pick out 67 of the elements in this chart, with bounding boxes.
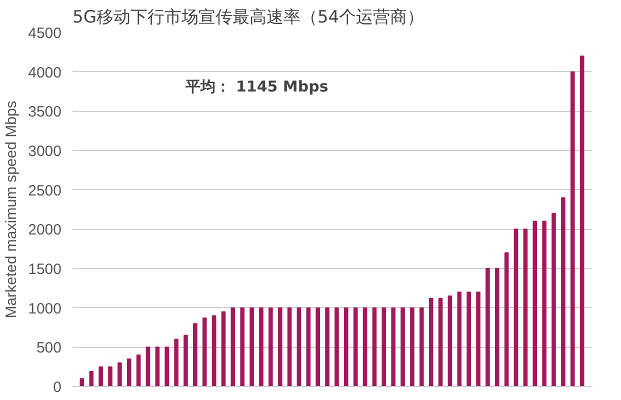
y-tick-label: 0 xyxy=(53,379,62,396)
y-tick-label: 1500 xyxy=(28,261,62,278)
bar xyxy=(287,307,292,386)
y-axis-title: Marketed maximum speed Mbps xyxy=(3,100,20,318)
bar xyxy=(448,296,452,386)
bar xyxy=(494,268,500,386)
bar xyxy=(174,338,178,386)
bar xyxy=(391,307,396,386)
y-tick-label: 500 xyxy=(36,340,62,357)
bar xyxy=(278,307,282,386)
annotation: 平均： 1145 Mbps xyxy=(184,77,328,96)
bar xyxy=(136,354,141,386)
bar xyxy=(334,307,339,386)
bar xyxy=(428,298,434,386)
y-tick-label: 1000 xyxy=(28,300,62,318)
bar xyxy=(476,292,480,386)
bar xyxy=(362,307,368,386)
bar xyxy=(419,307,424,386)
bar xyxy=(344,307,348,386)
bar xyxy=(202,318,207,386)
bar xyxy=(570,71,575,386)
bar xyxy=(353,307,358,386)
bar xyxy=(230,307,236,386)
bar xyxy=(514,228,518,386)
bar xyxy=(372,307,377,386)
bar xyxy=(184,334,188,386)
bar xyxy=(212,315,216,386)
bar xyxy=(316,307,320,386)
bar xyxy=(89,371,94,386)
chart-title: 5G移动下行市场宣传最高速率（54个运营商） xyxy=(72,8,424,28)
bar xyxy=(552,212,556,386)
bar xyxy=(146,346,150,386)
bar xyxy=(580,56,584,386)
bar xyxy=(155,346,160,386)
bar xyxy=(164,346,170,386)
bar xyxy=(126,358,132,386)
bar xyxy=(108,366,112,386)
bar xyxy=(466,292,471,386)
bar xyxy=(438,298,443,386)
bar xyxy=(532,220,538,386)
bar xyxy=(457,292,462,386)
bar xyxy=(80,378,84,386)
bar xyxy=(98,366,103,386)
y-tick-label: 3000 xyxy=(28,143,62,160)
bar xyxy=(296,307,302,386)
y-tick-label: 2000 xyxy=(28,222,62,239)
bar xyxy=(382,307,386,386)
bar xyxy=(400,307,405,386)
bar xyxy=(542,220,546,386)
bar xyxy=(504,252,509,386)
bar xyxy=(523,228,528,386)
y-tick-label: 3500 xyxy=(28,104,62,121)
y-tick-label: 4000 xyxy=(28,64,62,82)
bar xyxy=(221,311,226,386)
bar xyxy=(325,307,330,386)
bar xyxy=(561,197,566,386)
bar xyxy=(259,307,264,386)
bar xyxy=(118,362,122,386)
bar xyxy=(250,307,254,386)
y-tick-label: 4500 xyxy=(28,25,62,42)
bar xyxy=(410,307,414,386)
y-tick-label: 2500 xyxy=(28,182,62,200)
bar xyxy=(240,307,245,386)
bar xyxy=(486,268,490,386)
bar xyxy=(193,323,198,386)
bar xyxy=(268,307,273,386)
bar xyxy=(306,307,311,386)
